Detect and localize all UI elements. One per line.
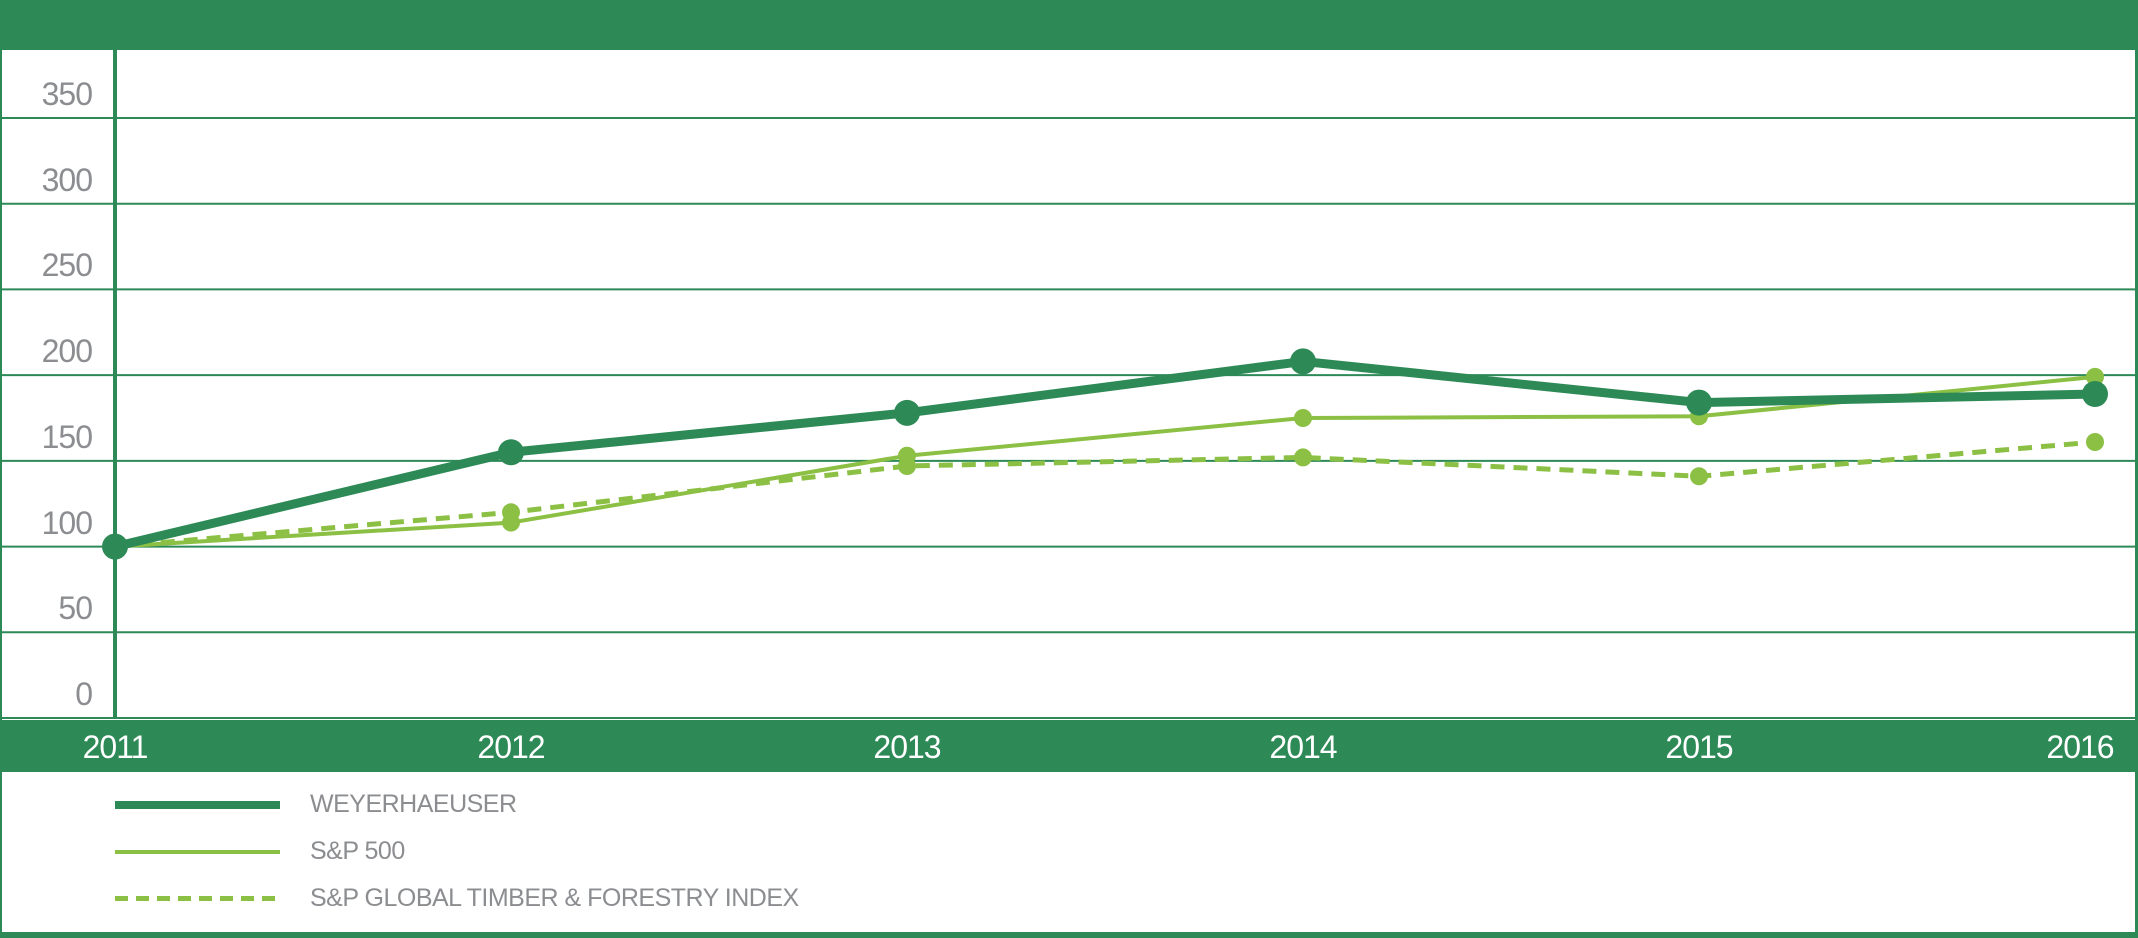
weyerhaeuser-point (102, 533, 128, 560)
bottom-banner (0, 932, 2138, 938)
legend-swatch-solid-thin (115, 849, 280, 854)
sp500-point (1294, 409, 1312, 427)
legend: WEYERHAEUSER S&P 500 S&P GLOBAL TIMBER & F… (115, 781, 1515, 922)
x-axis-band: 2011 2012 2013 2014 2015 2016 (0, 720, 2138, 772)
y-tick-label: 0 (75, 676, 93, 712)
legend-item-sp500: S&P 500 (115, 828, 1515, 875)
timber-forestry-index-point (502, 503, 520, 522)
legend-item-timber-forestry-index: S&P GLOBAL TIMBER & FORESTRY INDEX (115, 875, 1515, 922)
right-border (2135, 50, 2138, 932)
top-banner (0, 0, 2138, 50)
legend-swatch-solid-thick (115, 800, 280, 809)
y-tick-label: 100 (41, 504, 93, 541)
weyerhaeuser-point (1290, 348, 1316, 375)
timber-forestry-index-point (898, 457, 916, 475)
legend-swatch-dashed (115, 896, 280, 901)
legend-label: S&P 500 (310, 837, 405, 865)
x-tick-label: 2016 (2046, 729, 2114, 765)
x-tick-label: 2013 (873, 729, 941, 765)
y-tick-label: 50 (58, 590, 93, 627)
timber-forestry-index-point (1294, 448, 1312, 467)
left-border (0, 50, 2, 932)
x-tick-label: 2015 (1665, 729, 1733, 765)
legend-label: WEYERHAEUSER (310, 790, 517, 818)
timber-forestry-index-point (1690, 467, 1708, 486)
weyerhaeuser-line (113, 356, 2096, 551)
timber-forestry-index-point (2086, 433, 2104, 451)
weyerhaeuser-point (498, 439, 524, 466)
x-tick-label: 2014 (1269, 729, 1337, 765)
sp500-line (114, 374, 2096, 549)
weyerhaeuser-point (1686, 389, 1712, 416)
legend-item-weyerhaeuser: WEYERHAEUSER (115, 781, 1515, 828)
legend-label: S&P GLOBAL TIMBER & FORESTRY INDEX (310, 884, 799, 912)
y-tick-label: 250 (41, 247, 93, 284)
y-tick-label: 200 (41, 333, 93, 370)
y-tick-label: 300 (41, 161, 93, 198)
y-tick-label: 350 (41, 76, 93, 112)
x-tick-label: 2011 (82, 729, 149, 765)
x-tick-label: 2012 (477, 729, 545, 765)
weyerhaeuser-point (2082, 381, 2108, 407)
sp500-point (2086, 367, 2104, 386)
weyerhaeuser-point (894, 399, 920, 426)
y-tick-label: 150 (41, 418, 93, 455)
timber-forestry-index-line (114, 439, 2096, 550)
